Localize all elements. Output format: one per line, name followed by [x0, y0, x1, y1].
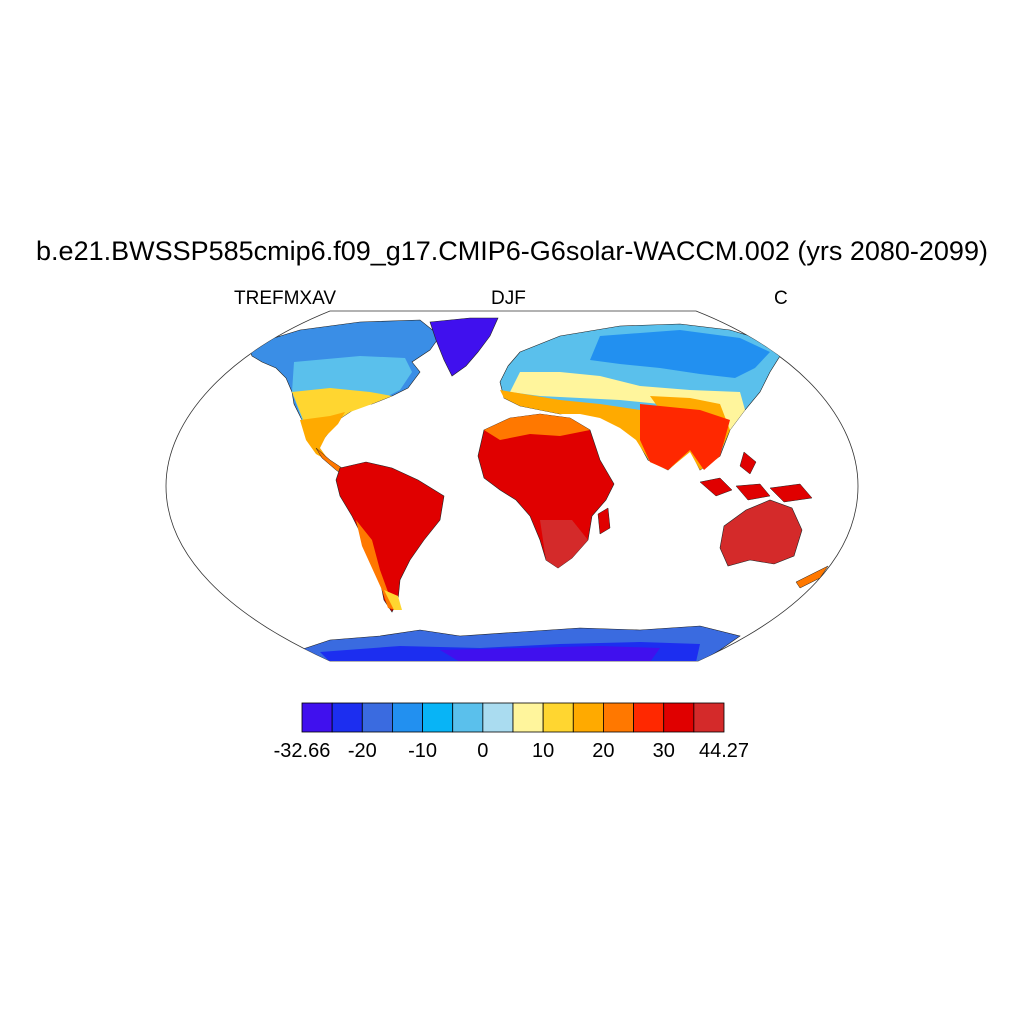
maritime-asia-landmass	[699, 451, 813, 503]
colorbar-swatch	[693, 702, 725, 733]
colorbar-swatch	[452, 702, 484, 733]
eurasia-landmass	[499, 323, 781, 471]
colorbar-tick-label: -20	[348, 740, 377, 762]
colorbar-tick-label: -32.66	[274, 740, 331, 762]
colorbar-tick-label: 44.27	[699, 740, 749, 762]
australia-landmass	[719, 499, 829, 589]
colorbar-tick-label: 10	[532, 740, 554, 762]
colorbar-swatch	[361, 702, 393, 733]
colorbar-swatch	[331, 702, 363, 733]
colorbar-swatch	[542, 702, 574, 733]
colorbar-swatch	[572, 702, 604, 733]
south-america-landmass	[335, 461, 445, 613]
colorbar-swatch	[301, 702, 333, 733]
north-america-landmass	[247, 319, 441, 481]
colorbar-swatch	[663, 702, 695, 733]
colorbar-tick-label: 0	[477, 740, 488, 762]
colorbar-tick-label: -10	[408, 740, 437, 762]
variable-label: TREFMXAV	[234, 288, 337, 309]
colorbar-swatch	[482, 702, 514, 733]
units-label: C	[774, 288, 788, 309]
antarctica-landmass	[299, 625, 741, 661]
colorbar-swatch	[422, 702, 454, 733]
colorbar-tick-label: 30	[653, 740, 675, 762]
season-label: DJF	[491, 288, 526, 309]
map-title: b.e21.BWSSP585cmip6.f09_g17.CMIP6-G6sola…	[36, 236, 988, 266]
madagascar-landmass	[597, 507, 611, 535]
colorbar-swatch	[392, 702, 423, 733]
colorbar-swatch	[512, 702, 544, 733]
africa-landmass	[477, 413, 615, 569]
greenland-landmass	[429, 317, 499, 377]
colorbar-swatch	[603, 702, 634, 733]
colorbar-tick-label: 20	[592, 740, 614, 762]
colorbar-swatch	[633, 702, 665, 733]
